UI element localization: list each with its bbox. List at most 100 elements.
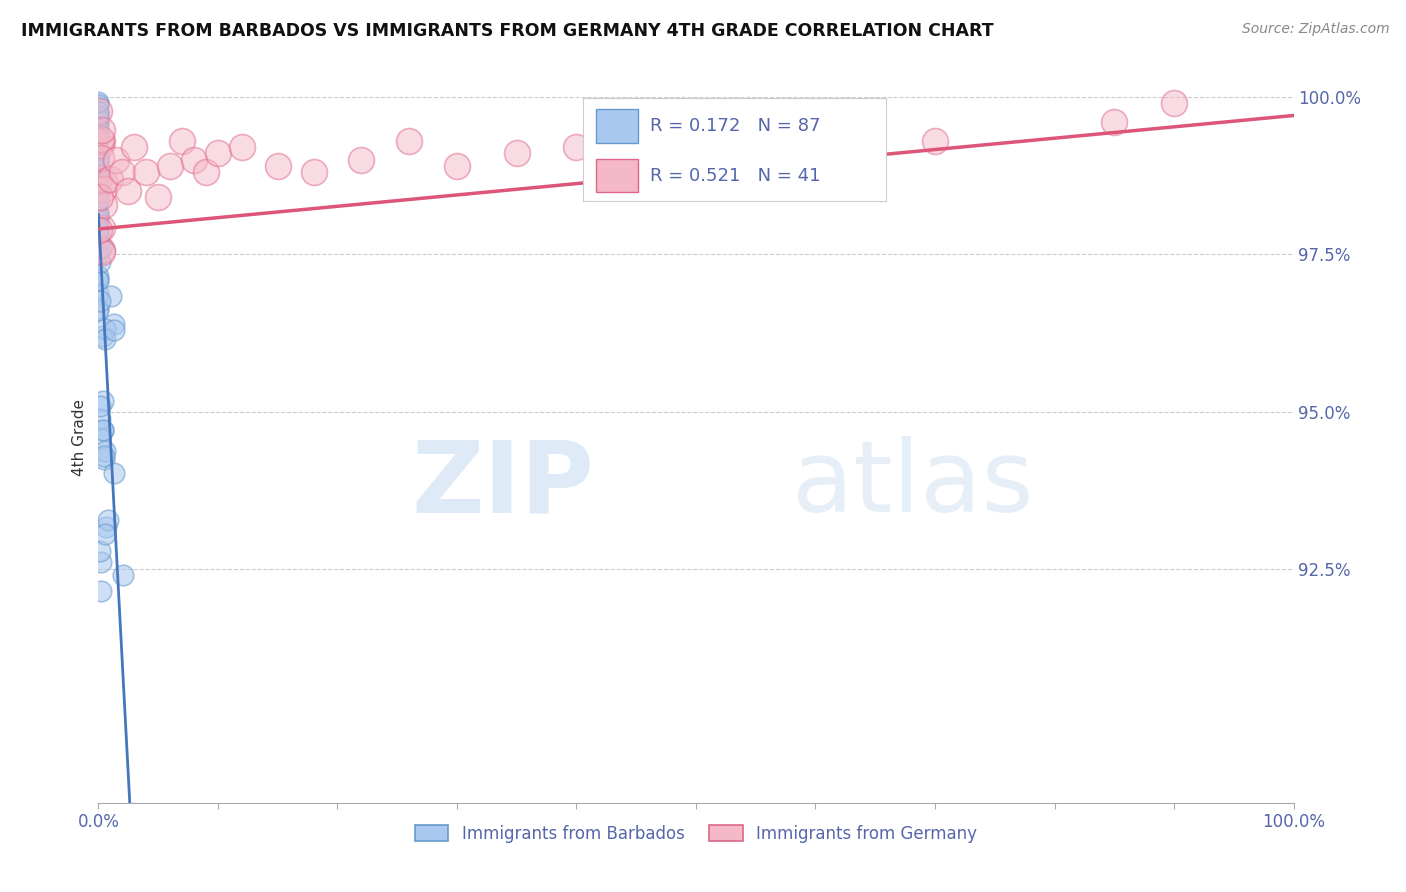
Point xyxy=(446,159,468,173)
Point xyxy=(87,150,110,164)
Point xyxy=(87,109,110,123)
Point xyxy=(87,116,110,130)
Point xyxy=(91,329,114,343)
Point xyxy=(302,165,325,179)
Point xyxy=(89,255,111,269)
Point xyxy=(111,567,134,582)
Point xyxy=(87,152,110,166)
Point xyxy=(91,243,114,257)
Legend: Immigrants from Barbados, Immigrants from Germany: Immigrants from Barbados, Immigrants fro… xyxy=(408,818,984,849)
Point xyxy=(93,450,115,464)
Point xyxy=(87,113,110,128)
Point xyxy=(87,186,110,201)
Point xyxy=(148,190,170,204)
Point xyxy=(103,466,125,480)
Point xyxy=(93,182,115,196)
Point xyxy=(87,272,110,286)
Point xyxy=(90,122,112,136)
Text: IMMIGRANTS FROM BARBADOS VS IMMIGRANTS FROM GERMANY 4TH GRADE CORRELATION CHART: IMMIGRANTS FROM BARBADOS VS IMMIGRANTS F… xyxy=(21,22,994,40)
Point xyxy=(87,227,110,241)
Point xyxy=(87,159,110,173)
Point xyxy=(90,244,112,259)
Point xyxy=(105,153,128,167)
Point xyxy=(87,156,110,170)
Point xyxy=(111,165,134,179)
Point xyxy=(87,163,110,178)
Point xyxy=(87,287,110,301)
Point xyxy=(87,167,110,181)
Point xyxy=(87,234,110,248)
Point xyxy=(87,98,110,112)
Point xyxy=(195,165,218,179)
Point xyxy=(172,134,194,148)
Point xyxy=(924,134,946,148)
Point xyxy=(93,451,115,466)
Point xyxy=(100,289,122,303)
Point xyxy=(90,584,112,599)
Point xyxy=(89,544,111,558)
Point xyxy=(90,555,112,569)
Point xyxy=(87,97,110,112)
Point xyxy=(135,165,157,179)
Text: R = 0.521   N = 41: R = 0.521 N = 41 xyxy=(650,167,821,185)
Point xyxy=(87,128,110,142)
Point xyxy=(87,157,110,171)
Point xyxy=(87,106,110,120)
Point xyxy=(87,134,110,148)
Point xyxy=(90,137,112,152)
Point xyxy=(87,223,110,237)
Point xyxy=(87,222,110,236)
Point xyxy=(97,513,120,527)
Point xyxy=(87,153,110,168)
Point xyxy=(93,198,115,212)
Point xyxy=(565,140,588,154)
Point xyxy=(87,121,110,136)
Point xyxy=(398,134,420,148)
Point xyxy=(89,399,111,413)
Point xyxy=(87,104,110,119)
Point xyxy=(93,174,115,188)
Point xyxy=(87,194,110,208)
Point xyxy=(87,131,110,145)
Point xyxy=(626,153,648,167)
Point xyxy=(804,128,827,142)
Point xyxy=(87,112,110,126)
Point xyxy=(87,221,110,235)
Point xyxy=(159,159,181,173)
Text: ZIP: ZIP xyxy=(412,436,595,533)
Point xyxy=(117,184,139,198)
Point xyxy=(87,95,110,110)
Point xyxy=(90,151,112,165)
Point xyxy=(94,332,117,346)
Point xyxy=(87,169,110,184)
Point xyxy=(87,128,110,143)
Point xyxy=(98,171,122,186)
Point xyxy=(91,240,114,254)
Point xyxy=(87,193,110,207)
Point xyxy=(89,431,111,445)
Point xyxy=(207,146,229,161)
Point xyxy=(87,207,110,221)
Point xyxy=(87,158,110,172)
Point xyxy=(87,301,110,315)
Point xyxy=(87,225,110,239)
Point xyxy=(87,206,110,220)
Point xyxy=(94,321,117,335)
Point xyxy=(91,423,114,437)
Point xyxy=(87,303,110,318)
Point xyxy=(89,411,111,425)
Point xyxy=(87,186,110,200)
Text: Source: ZipAtlas.com: Source: ZipAtlas.com xyxy=(1241,22,1389,37)
Text: R = 0.172   N = 87: R = 0.172 N = 87 xyxy=(650,118,821,136)
Point xyxy=(89,190,111,204)
Point xyxy=(87,210,110,224)
Point xyxy=(183,153,205,167)
Bar xyxy=(596,159,638,193)
Point xyxy=(87,268,110,283)
Point xyxy=(103,317,125,331)
Point xyxy=(124,140,146,154)
Point xyxy=(93,394,115,409)
Point xyxy=(87,122,110,136)
Point xyxy=(87,143,110,157)
Point xyxy=(87,106,110,120)
